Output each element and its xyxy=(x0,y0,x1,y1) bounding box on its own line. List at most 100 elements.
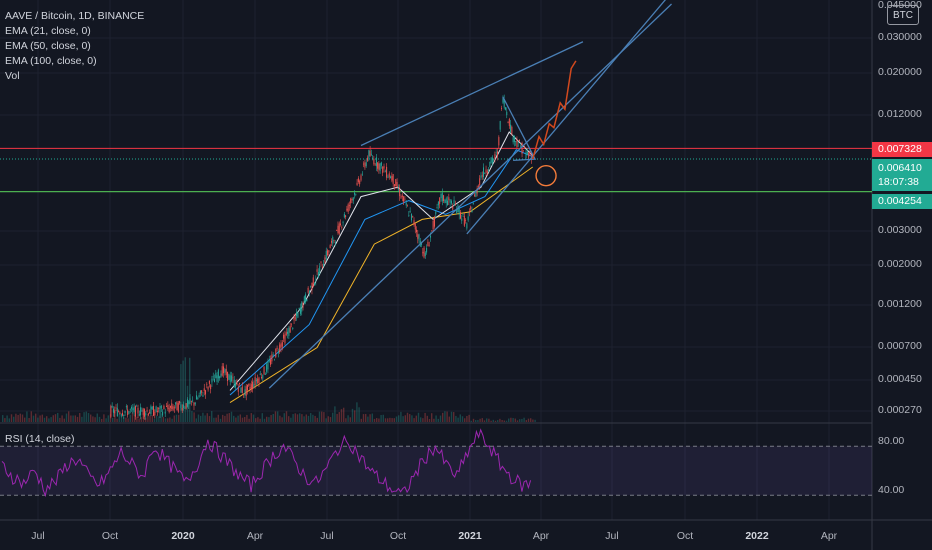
candle-body xyxy=(214,379,216,383)
resistance-price-label: 0.007328 xyxy=(872,142,932,157)
candle-body xyxy=(345,215,347,217)
ema21-label[interactable]: EMA (21, close, 0) xyxy=(5,25,91,37)
candle-body xyxy=(223,366,225,374)
candle-body xyxy=(292,327,294,329)
volume-bar xyxy=(316,417,318,422)
candle-body xyxy=(513,135,515,142)
candle-body xyxy=(271,354,273,362)
volume-bar xyxy=(222,414,224,422)
volume-bar xyxy=(39,415,41,422)
symbol-title[interactable]: AAVE / Bitcoin, 1D, BINANCE xyxy=(5,10,145,22)
candle-body xyxy=(184,407,186,409)
candle-body xyxy=(246,384,248,391)
candle-body xyxy=(368,150,370,159)
volume-bar xyxy=(340,409,343,422)
currency-badge[interactable]: BTC xyxy=(887,5,919,25)
candle-body xyxy=(142,408,144,415)
candle-body xyxy=(298,307,300,310)
candle-body xyxy=(501,107,503,109)
volume-label[interactable]: Vol xyxy=(5,70,20,82)
volume-bar xyxy=(325,418,327,422)
volume-bar xyxy=(184,357,186,422)
volume-bar xyxy=(417,412,420,422)
volume-bar xyxy=(189,357,191,422)
candle-body xyxy=(496,151,498,157)
candle-body xyxy=(486,171,488,173)
volume-bar xyxy=(112,417,114,422)
candle-body xyxy=(521,142,523,154)
x-tick-label: Apr xyxy=(532,530,550,542)
candle-body xyxy=(255,379,257,382)
volume-bar xyxy=(17,415,19,422)
volume-bar xyxy=(202,412,204,422)
candle-body xyxy=(387,176,389,178)
candle-body xyxy=(346,208,348,211)
inner-trendline xyxy=(466,0,667,235)
candle-body xyxy=(401,195,403,197)
volume-bar xyxy=(422,418,424,422)
volume-bar xyxy=(415,415,417,422)
candle-body xyxy=(324,257,326,263)
candle-body xyxy=(392,174,394,184)
volume-bar xyxy=(94,417,96,422)
volume-bar xyxy=(103,414,105,422)
candle-body xyxy=(183,404,185,409)
candle-body xyxy=(239,383,241,385)
candle-body xyxy=(397,188,399,190)
ema100-label[interactable]: EMA (100, close, 0) xyxy=(5,55,97,67)
candle-body xyxy=(348,205,350,207)
volume-bar xyxy=(26,411,28,422)
candle-body xyxy=(474,194,476,196)
volume-bar xyxy=(387,418,389,422)
volume-bar xyxy=(393,418,395,422)
volume-bar xyxy=(345,418,347,422)
volume-bar xyxy=(197,414,200,422)
volume-bar xyxy=(519,419,521,422)
candle-body xyxy=(115,407,117,409)
candle-body xyxy=(119,412,121,414)
candle-body xyxy=(432,220,434,230)
candle-body xyxy=(141,410,143,412)
volume-bar xyxy=(277,411,279,422)
volume-bar xyxy=(486,418,488,422)
candle-body xyxy=(231,375,233,382)
candle-body xyxy=(133,406,135,413)
candle-body xyxy=(146,410,148,412)
volume-bar xyxy=(274,411,277,422)
volume-bar xyxy=(120,413,123,422)
candle-body xyxy=(267,361,269,370)
candle-body xyxy=(173,407,175,409)
candle-body xyxy=(306,299,308,302)
volume-bar xyxy=(442,412,444,422)
ema50-label[interactable]: EMA (50, close, 0) xyxy=(5,40,91,52)
volume-bar xyxy=(123,417,125,422)
volume-bar xyxy=(334,406,336,422)
volume-bar xyxy=(151,415,153,422)
candle-body xyxy=(192,400,194,402)
y-tick-label: 0.001200 xyxy=(878,298,922,310)
volume-bar xyxy=(413,418,415,422)
x-tick-label: Oct xyxy=(101,530,119,542)
candle-body xyxy=(414,223,416,230)
volume-bar xyxy=(497,420,499,422)
candle-body xyxy=(272,354,274,356)
volume-bar xyxy=(437,418,439,422)
candle-body xyxy=(433,217,435,227)
volume-bar xyxy=(499,418,501,422)
rsi-legend[interactable]: RSI (14, close) xyxy=(5,433,75,445)
volume-bar xyxy=(178,414,180,422)
candle-body xyxy=(233,379,235,387)
candle-body xyxy=(207,386,209,390)
candle-body xyxy=(254,377,256,385)
volume-bar xyxy=(30,411,32,422)
candle-body xyxy=(435,211,437,215)
candle-body xyxy=(275,348,277,358)
volume-bar xyxy=(15,413,17,422)
candle-body xyxy=(287,331,289,334)
candle-body xyxy=(315,279,317,281)
volume-bar xyxy=(534,419,536,422)
candle-body xyxy=(332,237,334,244)
volume-bar xyxy=(52,415,54,422)
volume-bar xyxy=(208,416,211,422)
